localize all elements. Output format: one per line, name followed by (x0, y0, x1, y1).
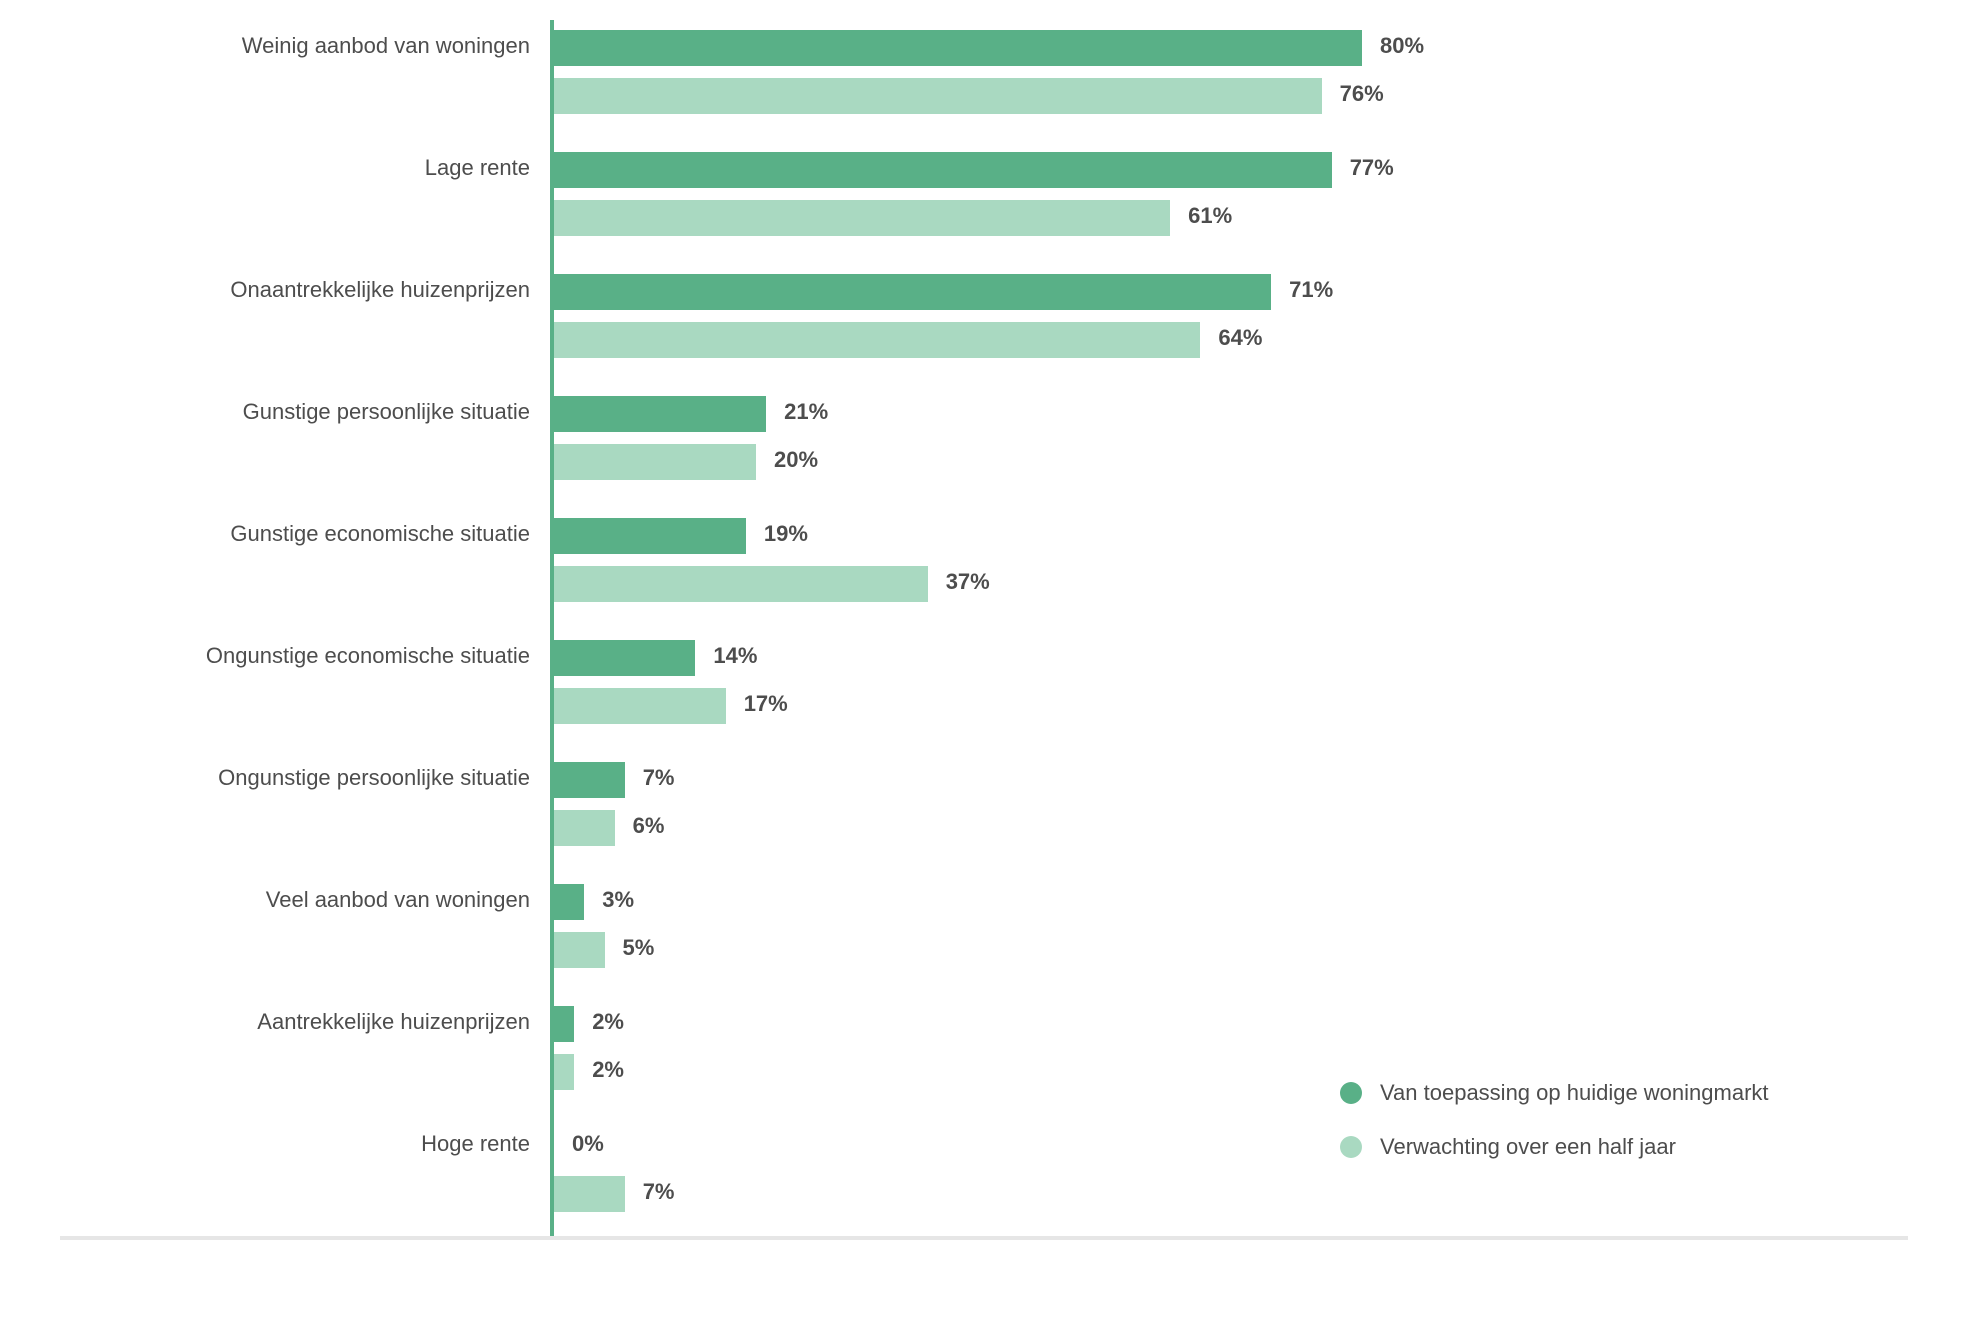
bar-value-label: 6% (633, 813, 665, 839)
bar-current (554, 152, 1332, 188)
bar-current (554, 396, 766, 432)
bar-current (554, 30, 1362, 66)
chart-plot-area: Van toepassing op huidige woningmarktVer… (60, 20, 1908, 1236)
chart-container: Van toepassing op huidige woningmarktVer… (0, 0, 1968, 1330)
bar-value-label: 19% (764, 521, 808, 547)
category-group: Gunstige economische situatie 19% 37% (60, 518, 1908, 602)
category-group: Aantrekkelijke huizenprijzen 2% 2% (60, 1006, 1908, 1090)
category-group: Ongunstige persoonlijke situatie 7% 6% (60, 762, 1908, 846)
category-label: Ongunstige persoonlijke situatie (60, 765, 530, 791)
category-label: Gunstige persoonlijke situatie (60, 399, 530, 425)
x-axis-baseline (60, 1236, 1908, 1240)
category-label: Hoge rente (60, 1131, 530, 1157)
category-label: Gunstige economische situatie (60, 521, 530, 547)
bar-expected (554, 78, 1322, 114)
bar-current (554, 518, 746, 554)
category-label: Weinig aanbod van woningen (60, 33, 530, 59)
bar-value-label: 37% (946, 569, 990, 595)
bar-expected (554, 932, 605, 968)
bar-value-label: 3% (602, 887, 634, 913)
bar-value-label: 76% (1340, 81, 1384, 107)
bar-value-label: 0% (572, 1131, 604, 1157)
bar-expected (554, 810, 615, 846)
category-group: Hoge rente 0% 7% (60, 1128, 1908, 1212)
category-group: Veel aanbod van woningen 3% 5% (60, 884, 1908, 968)
bar-expected (554, 322, 1200, 358)
bar-current (554, 762, 625, 798)
bar-expected (554, 200, 1170, 236)
category-label: Ongunstige economische situatie (60, 643, 530, 669)
bar-value-label: 14% (713, 643, 757, 669)
category-group: Weinig aanbod van woningen 80% 76% (60, 30, 1908, 114)
bar-value-label: 7% (643, 765, 675, 791)
bar-value-label: 5% (623, 935, 655, 961)
bar-value-label: 71% (1289, 277, 1333, 303)
bar-value-label: 2% (592, 1057, 624, 1083)
category-group: Lage rente 77% 61% (60, 152, 1908, 236)
bar-expected (554, 566, 928, 602)
bar-value-label: 21% (784, 399, 828, 425)
bar-expected (554, 1176, 625, 1212)
bar-value-label: 2% (592, 1009, 624, 1035)
category-group: Ongunstige economische situatie 14% 17% (60, 640, 1908, 724)
bar-value-label: 80% (1380, 33, 1424, 59)
category-label: Veel aanbod van woningen (60, 887, 530, 913)
category-label: Onaantrekkelijke huizenprijzen (60, 277, 530, 303)
bar-expected (554, 688, 726, 724)
bar-current (554, 884, 584, 920)
bar-current (554, 640, 695, 676)
category-label: Aantrekkelijke huizenprijzen (60, 1009, 530, 1035)
bar-expected (554, 444, 756, 480)
bar-value-label: 20% (774, 447, 818, 473)
category-group: Onaantrekkelijke huizenprijzen 71% 64% (60, 274, 1908, 358)
bar-value-label: 77% (1350, 155, 1394, 181)
bar-expected (554, 1054, 574, 1090)
bar-value-label: 64% (1218, 325, 1262, 351)
bar-value-label: 17% (744, 691, 788, 717)
bar-value-label: 61% (1188, 203, 1232, 229)
bar-value-label: 7% (643, 1179, 675, 1205)
category-group: Gunstige persoonlijke situatie 21% 20% (60, 396, 1908, 480)
bar-current (554, 1006, 574, 1042)
bar-current (554, 274, 1271, 310)
category-label: Lage rente (60, 155, 530, 181)
